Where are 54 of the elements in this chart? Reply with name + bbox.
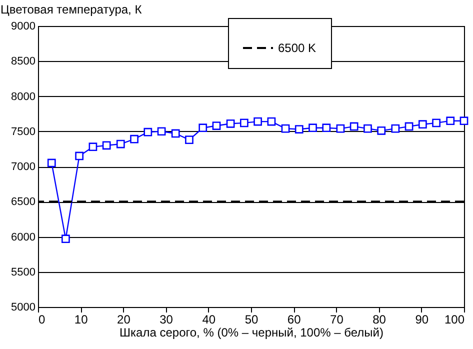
y-axis-title: Цветовая температура, К bbox=[0, 2, 142, 16]
point bbox=[88, 142, 98, 152]
point bbox=[185, 136, 194, 144]
x-tick-label: 100 bbox=[444, 312, 465, 326]
y-tick-label: 8500 bbox=[11, 56, 36, 68]
x-tick-label: 50 bbox=[244, 312, 258, 326]
y-tick-label: 7500 bbox=[11, 126, 36, 138]
point bbox=[404, 122, 414, 131]
x-tick-label: 10 bbox=[74, 312, 88, 326]
point bbox=[75, 152, 84, 160]
point bbox=[336, 124, 345, 133]
point bbox=[226, 119, 235, 128]
x-tick-label: 80 bbox=[372, 312, 386, 326]
point bbox=[240, 118, 248, 128]
x-tick-label: 30 bbox=[160, 312, 174, 326]
point bbox=[364, 124, 372, 133]
point bbox=[418, 120, 427, 129]
x-tick-label: 90 bbox=[415, 312, 429, 326]
y-tick-label: 5500 bbox=[11, 266, 36, 278]
point bbox=[460, 116, 468, 126]
point bbox=[254, 117, 262, 126]
point bbox=[47, 158, 56, 168]
point bbox=[308, 124, 317, 132]
y-tick-label: 8000 bbox=[11, 90, 36, 103]
x-tick-label: 0 bbox=[38, 312, 46, 326]
x-tick-label: 20 bbox=[117, 312, 131, 326]
point bbox=[157, 127, 166, 136]
y-tick-label: 5000 bbox=[11, 302, 36, 314]
point bbox=[212, 122, 221, 130]
x-tick-label: 70 bbox=[330, 312, 344, 326]
x-tick-label: 40 bbox=[202, 312, 216, 326]
y-tick-label: 9000 bbox=[11, 20, 36, 32]
y-tick-label: 6000 bbox=[11, 231, 36, 244]
point bbox=[432, 118, 440, 128]
point bbox=[322, 124, 331, 132]
point bbox=[171, 129, 180, 138]
point bbox=[116, 140, 125, 148]
x-tick-label: 60 bbox=[287, 312, 302, 326]
point bbox=[377, 126, 386, 135]
point bbox=[198, 124, 208, 132]
y-tick-label: 7000 bbox=[11, 161, 36, 173]
point bbox=[102, 141, 111, 150]
point bbox=[267, 117, 276, 126]
point bbox=[130, 134, 138, 144]
point bbox=[294, 125, 304, 134]
point bbox=[446, 116, 455, 126]
y-tick-label: 6500 bbox=[11, 196, 36, 208]
x-axis-title: Шкала серого, % (0% – черный, 100% – белый) bbox=[120, 326, 384, 340]
point bbox=[62, 234, 70, 244]
point bbox=[281, 124, 290, 133]
legend-label: 6500 K bbox=[278, 41, 316, 55]
point bbox=[350, 122, 358, 131]
point bbox=[391, 124, 400, 133]
point bbox=[144, 128, 152, 136]
